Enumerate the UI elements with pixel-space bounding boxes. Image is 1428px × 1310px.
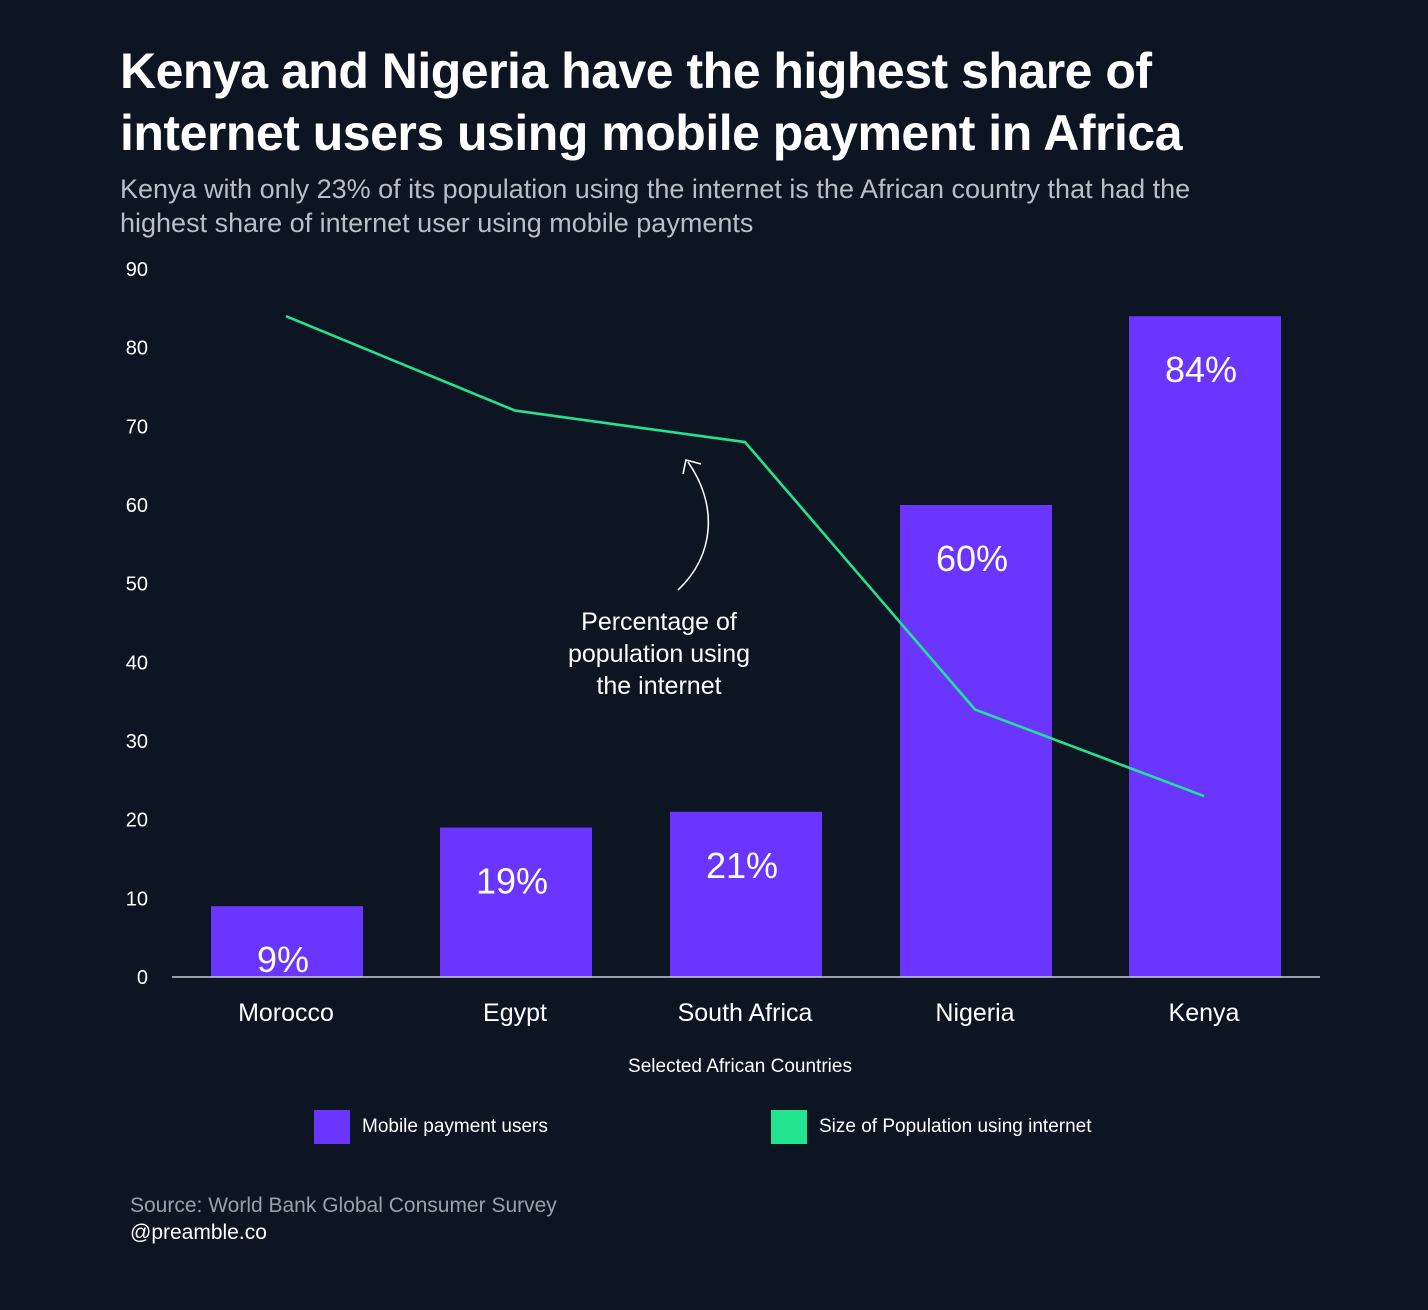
y-tick-label: 80	[126, 338, 148, 360]
legend-item-line: Size of Population using internet	[771, 1110, 1092, 1144]
annotation-line-2: population using	[568, 640, 750, 668]
y-tick-label: 30	[126, 731, 148, 753]
legend-swatch-line	[771, 1110, 807, 1144]
x-tick-label: Kenya	[1169, 999, 1240, 1027]
bar	[900, 505, 1052, 977]
bar-value-label: 19%	[476, 861, 548, 902]
x-tick-label: Morocco	[238, 999, 334, 1027]
bar	[211, 906, 363, 977]
y-axis-ticks: 0 10 20 30 40 50 60 70 80 90	[126, 259, 148, 989]
legend-item-bars: Mobile payment users	[314, 1110, 548, 1144]
y-tick-label: 10	[126, 888, 148, 910]
line-annotation: Percentage of population using the inter…	[568, 459, 750, 700]
brand-handle: @preamble.co	[130, 1221, 267, 1244]
annotation-arrow-head	[682, 459, 702, 475]
bar	[440, 827, 592, 977]
legend-label-bars: Mobile payment users	[362, 1116, 548, 1137]
x-axis-ticks: Morocco Egypt South Africa Nigeria Kenya	[238, 999, 1239, 1027]
annotation-line-1: Percentage of	[581, 608, 737, 636]
legend-swatch-bars	[314, 1110, 350, 1144]
annotation-line-3: the internet	[596, 672, 721, 700]
bar	[670, 811, 822, 977]
y-tick-label: 70	[126, 416, 148, 438]
bar-value-label: 21%	[706, 845, 778, 886]
bar-value-label: 84%	[1165, 349, 1237, 390]
y-tick-label: 20	[126, 810, 148, 832]
internet-population-line	[285, 314, 1205, 798]
x-tick-label: South Africa	[678, 999, 813, 1027]
chart-title: Kenya and Nigeria have the highest share…	[120, 43, 1183, 161]
y-tick-label: 50	[126, 574, 148, 596]
bar-value-label: 60%	[936, 538, 1008, 579]
y-tick-label: 40	[126, 652, 148, 674]
bar	[1129, 316, 1281, 977]
chart-canvas: 0 10 20 30 40 50 60 70 80 90 9% 19% 21% 60% 84% Moroc…	[126, 259, 1320, 1077]
bar-series	[211, 316, 1281, 977]
y-tick-label: 90	[126, 259, 148, 281]
y-tick-label: 60	[126, 495, 148, 517]
chart-subtitle: Kenya with only 23% of its population us…	[120, 174, 1191, 238]
legend-label-line: Size of Population using internet	[819, 1116, 1092, 1137]
x-tick-label: Nigeria	[935, 999, 1014, 1027]
bar-value-labels: 9% 19% 21% 60% 84%	[257, 349, 1237, 980]
y-tick-label: 0	[137, 967, 148, 989]
x-axis-label: Selected African Countries	[628, 1056, 852, 1077]
bar-value-label: 9%	[257, 939, 309, 980]
x-tick-label: Egypt	[483, 999, 547, 1027]
line-series	[285, 314, 1205, 798]
source-note: Source: World Bank Global Consumer Surve…	[130, 1194, 557, 1217]
annotation-arrow-curve	[677, 461, 710, 591]
footer: Source: World Bank Global Consumer Surve…	[130, 1192, 557, 1246]
